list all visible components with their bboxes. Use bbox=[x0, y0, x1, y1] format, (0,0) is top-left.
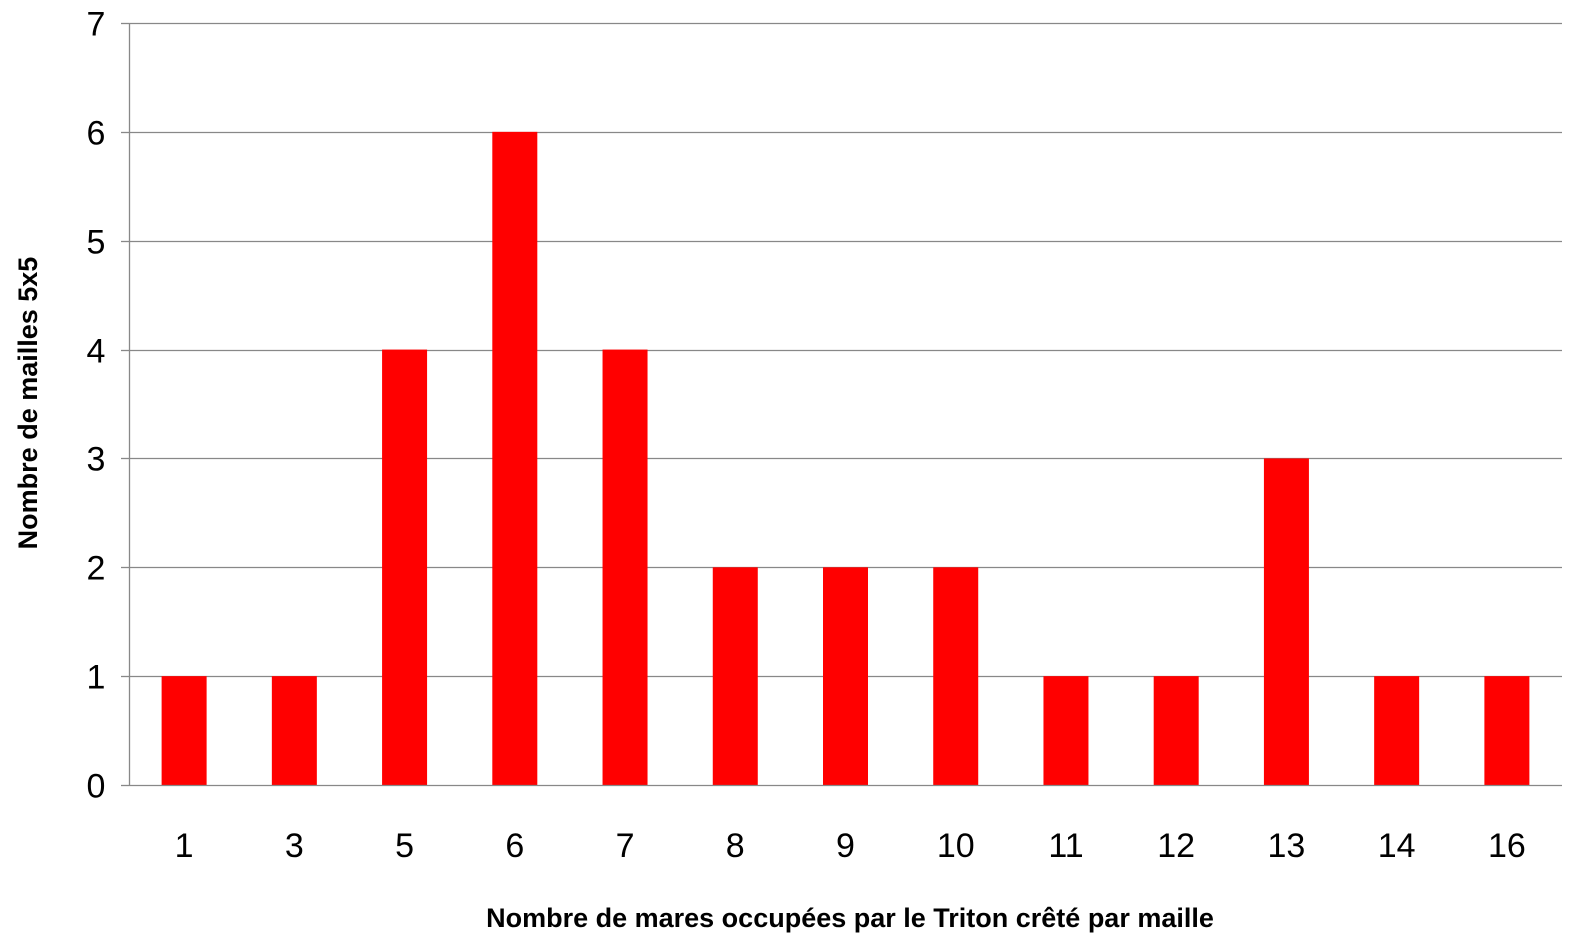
x-tick-label: 13 bbox=[1268, 827, 1306, 865]
bar-12 bbox=[1153, 676, 1199, 785]
x-axis-title: Nombre de mares occupées par le Triton c… bbox=[486, 903, 1214, 933]
gridlines bbox=[129, 22, 1562, 678]
x-tick-label: 1 bbox=[175, 827, 194, 865]
y-tick-label: 1 bbox=[87, 659, 106, 697]
y-tick-label: 6 bbox=[87, 115, 106, 153]
y-tick-label: 3 bbox=[87, 441, 106, 479]
x-tick-label: 8 bbox=[726, 827, 745, 865]
bar-9 bbox=[823, 567, 868, 785]
x-tick-label: 16 bbox=[1488, 827, 1526, 865]
x-tick-labels: 1 3 5 6 7 8 9 10 11 12 13 14 16 bbox=[175, 827, 1526, 865]
x-tick-label: 9 bbox=[836, 827, 855, 865]
bar-11 bbox=[1043, 676, 1089, 785]
y-tick-labels: 0 1 2 3 4 5 6 7 bbox=[87, 6, 106, 806]
y-tick-label: 5 bbox=[87, 224, 106, 262]
x-tick-label: 3 bbox=[285, 827, 304, 865]
y-axis-title: Nombre de mailles 5x5 bbox=[13, 257, 43, 550]
bar-10 bbox=[933, 567, 979, 785]
y-tick-label: 2 bbox=[87, 550, 106, 588]
bar-3 bbox=[271, 676, 317, 785]
bar-7 bbox=[602, 349, 648, 785]
bar-5 bbox=[382, 349, 428, 785]
bar-13 bbox=[1263, 458, 1309, 785]
x-tick-label: 6 bbox=[505, 827, 524, 865]
bar-8 bbox=[712, 567, 758, 785]
x-tick-label: 12 bbox=[1157, 827, 1195, 865]
y-tick-label: 7 bbox=[87, 6, 106, 44]
bar-6 bbox=[492, 131, 538, 785]
bar-16 bbox=[1484, 676, 1530, 785]
bars bbox=[161, 131, 1530, 785]
x-tick-label: 10 bbox=[937, 827, 975, 865]
axes bbox=[121, 22, 1562, 787]
x-tick-label: 7 bbox=[616, 827, 635, 865]
y-tick-label: 0 bbox=[87, 768, 106, 806]
y-tick-label: 4 bbox=[87, 333, 106, 371]
x-tick-label: 5 bbox=[395, 827, 414, 865]
x-tick-label: 14 bbox=[1378, 827, 1416, 865]
bar-1 bbox=[161, 676, 207, 785]
bar-14 bbox=[1374, 676, 1420, 785]
x-tick-label: 11 bbox=[1048, 827, 1083, 865]
